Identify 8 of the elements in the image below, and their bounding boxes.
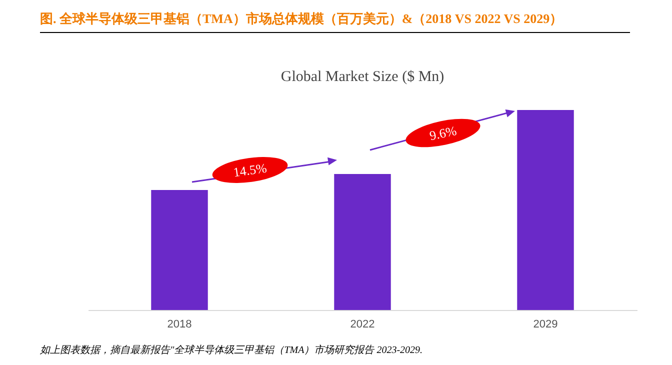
chart-subtitle: Global Market Size ($ Mn) [280, 69, 444, 85]
annotation: 9.6% [428, 122, 458, 144]
x-tick-label: 2022 [350, 318, 375, 330]
x-tick-label: 2029 [533, 318, 558, 330]
chart-title: 图. 全球半导体级三甲基铝（TMA）市场总体规模（百万美元）&（2018 VS 2022 VS 2029） [40, 10, 630, 33]
text: 如上图表数据，摘自最新报告"全球半导体级三甲基铝（TMA）市场研究报告 2023-2029. [40, 344, 423, 357]
annotation: 14.5% [232, 160, 268, 180]
x-tick-label: 2018 [167, 318, 192, 330]
